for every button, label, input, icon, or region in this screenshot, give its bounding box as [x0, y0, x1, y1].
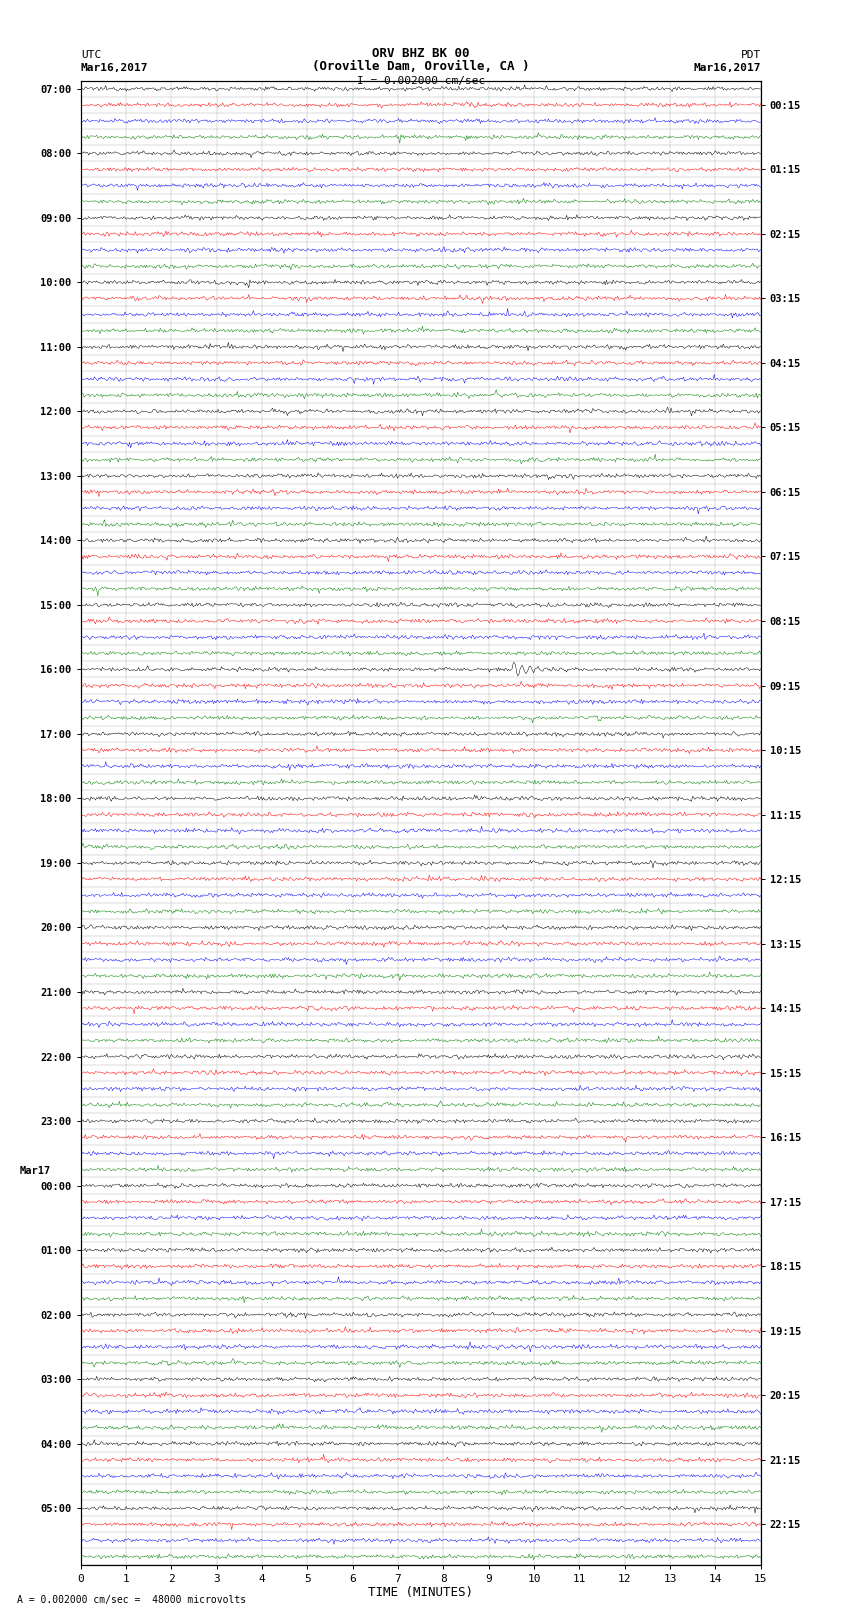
Text: Mar17: Mar17: [20, 1166, 51, 1176]
Text: (Oroville Dam, Oroville, CA ): (Oroville Dam, Oroville, CA ): [312, 60, 530, 73]
Text: Mar16,2017: Mar16,2017: [694, 63, 761, 73]
Text: A = 0.002000 cm/sec =  48000 microvolts: A = 0.002000 cm/sec = 48000 microvolts: [17, 1595, 246, 1605]
Text: ORV BHZ BK 00: ORV BHZ BK 00: [372, 47, 469, 60]
Text: I = 0.002000 cm/sec: I = 0.002000 cm/sec: [357, 76, 484, 85]
X-axis label: TIME (MINUTES): TIME (MINUTES): [368, 1587, 473, 1600]
Text: PDT: PDT: [740, 50, 761, 60]
Text: Mar16,2017: Mar16,2017: [81, 63, 148, 73]
Text: UTC: UTC: [81, 50, 101, 60]
